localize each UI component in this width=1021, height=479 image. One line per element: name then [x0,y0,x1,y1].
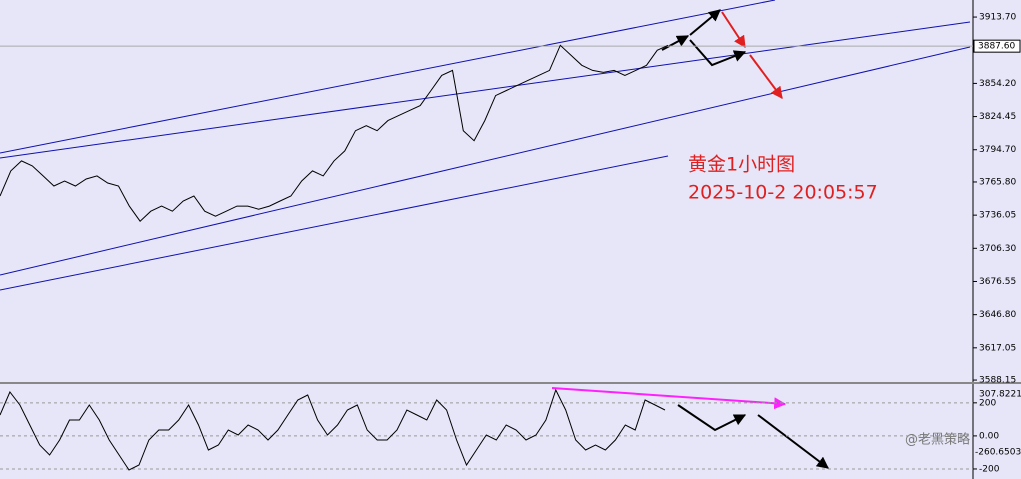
price-label: 3887.60 [978,42,1015,52]
y-tick-label: 3913.70 [979,13,1016,23]
y-tick-label: 200 [979,398,996,408]
forecast-arrows [551,9,829,469]
y-tick-label: -200 [979,464,1000,474]
price-line [0,44,669,222]
y-tick-label: 3854.20 [979,79,1016,89]
y-tick-label: 3794.70 [979,145,1016,155]
chart-subtitle: 2025-10-2 20:05:57 [688,182,878,204]
y-tick-label: 3736.05 [979,211,1016,221]
y-tick-label: 3824.45 [979,112,1016,122]
y-tick-label: 3646.80 [979,310,1016,320]
y-max-label: 307.8221 [979,390,1021,400]
chart-title: 黄金1小时图 [688,154,795,176]
trend-lines [0,0,971,291]
price-line [0,388,666,471]
y-tick-label: 3706.30 [979,244,1016,254]
y-tick-label: 0.00 [979,431,999,441]
y-tick-label: 3765.80 [979,177,1016,187]
y-tick-label: 3617.05 [979,343,1016,353]
y-tick-label: 3676.55 [979,277,1016,287]
price-box [973,39,1021,53]
y-min-label: -260.6503 [975,448,1021,458]
watermark: @老黑策略 [905,432,970,448]
y-tick-label: 3588.15 [979,376,1016,386]
